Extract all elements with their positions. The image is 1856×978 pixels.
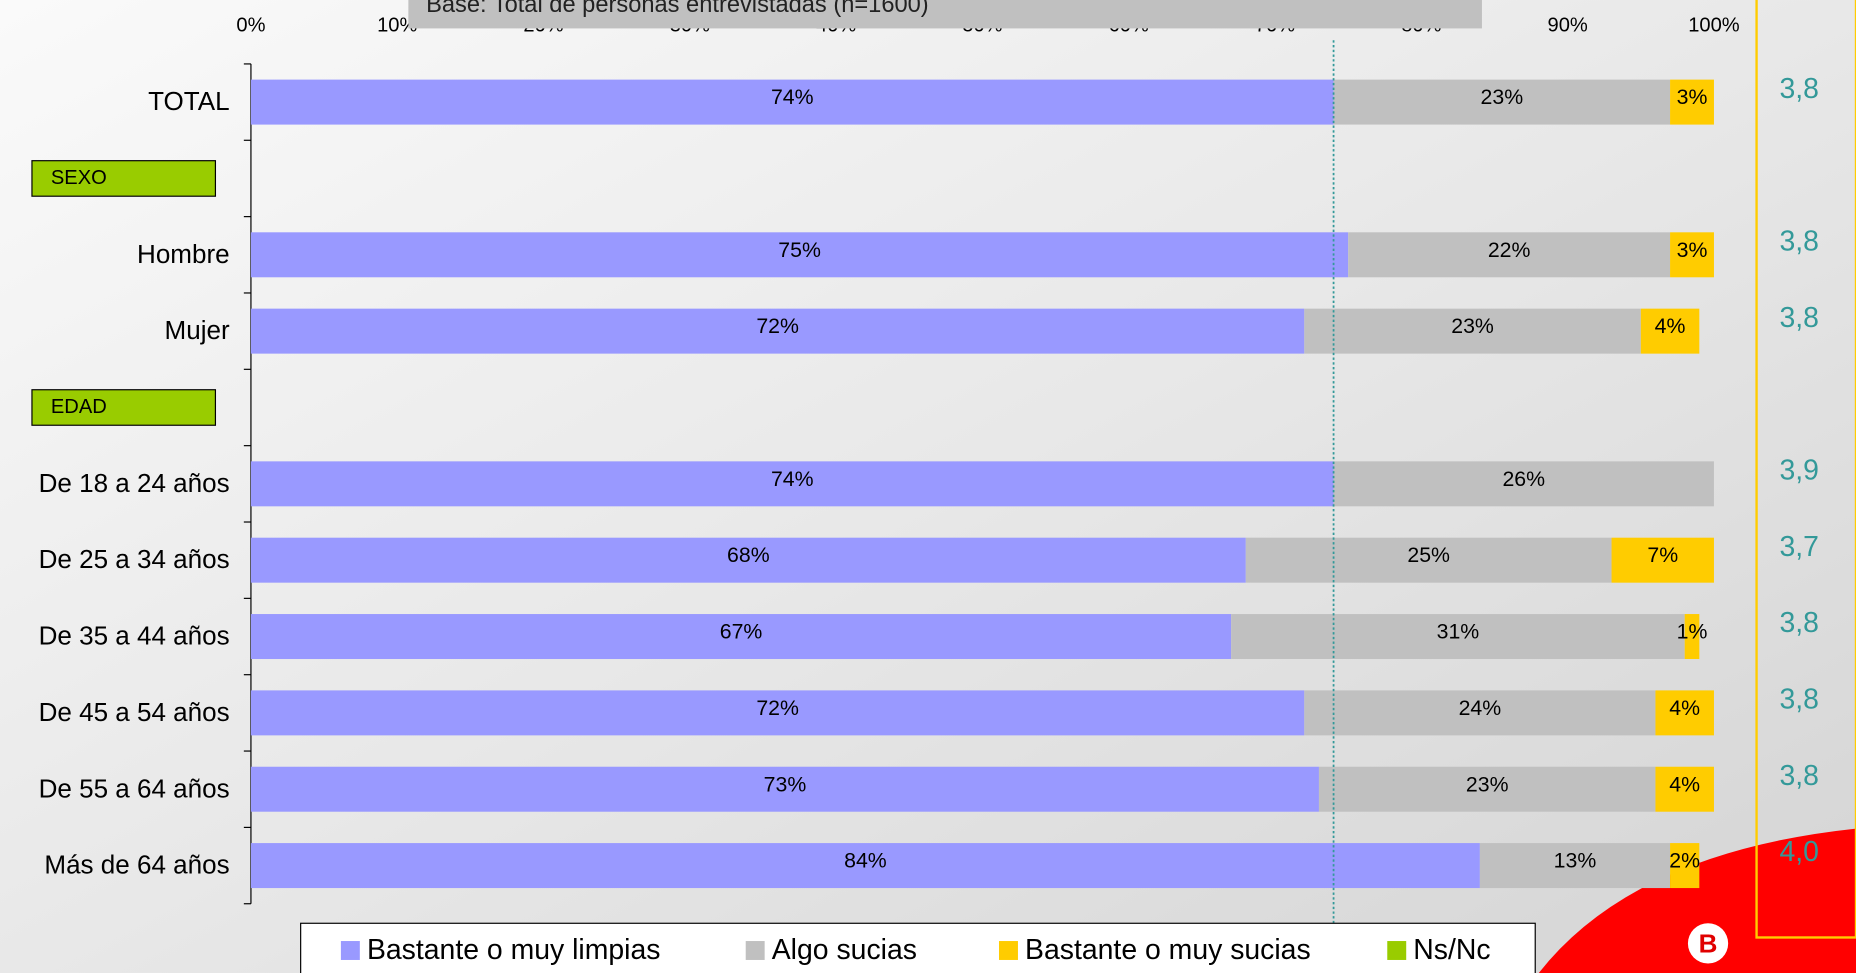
data-label: 7% [1647,543,1678,567]
data-label: 22% [1488,238,1531,262]
legend [300,922,1536,978]
subtitle-box [408,0,1482,29]
data-label: 3% [1677,238,1708,262]
bar-segment [1655,690,1714,736]
data-label: 31% [1437,620,1480,644]
y-tick-label: De 18 a 24 años [39,468,230,498]
legend-swatch [999,941,1018,960]
data-label: 4% [1669,772,1700,796]
data-label: 75% [778,238,821,262]
bar-segment [250,537,1246,583]
mean-label: 3,8 [1779,684,1818,716]
bar-segment [1318,766,1656,812]
mean-label: 3,7 [1779,531,1818,563]
y-tick-label: De 35 a 44 años [39,621,230,651]
bar-segment [250,766,1319,812]
bar-segment [1611,537,1714,583]
bar-segment [250,232,1349,278]
bar-segment [1670,232,1714,278]
bar-segment [1231,614,1685,660]
data-label: 25% [1407,543,1450,567]
bar-segment [1655,766,1714,812]
bar-segment [1333,79,1671,125]
data-label: 4% [1655,314,1686,338]
y-tick-label: De 55 a 64 años [39,773,230,803]
section-box [31,160,217,197]
data-label: 3% [1677,85,1708,109]
plot: TOTAL 74% 23% 3% 3,8 SEXO Hombre 75% 22% 3% 3,8 Muj… [31,40,1819,936]
legend-swatch [1387,941,1407,960]
mean-label: 3,8 [1779,607,1818,639]
data-label: 68% [727,543,770,567]
y-tick-label: Más de 64 años [44,850,229,880]
bar-segment [1304,690,1656,736]
y-tick-label: TOTAL [148,86,230,116]
data-label: 84% [844,849,887,873]
data-label: 67% [720,620,763,644]
y-tick-label: De 25 a 34 años [39,544,230,574]
means-box [1755,0,1856,939]
data-label: 4% [1669,696,1700,720]
x-tick-label: 10% [377,14,417,36]
section-label: EDAD [51,396,107,418]
data-label: 1% [1677,620,1708,644]
y-tick-label: De 45 a 54 años [39,697,230,727]
mean-label: 3,8 [1779,225,1818,257]
bar-segment [1245,537,1612,583]
bar-segment [250,79,1334,125]
bar-segment [250,614,1232,660]
data-label: 74% [771,85,814,109]
bar-segment [1304,308,1641,354]
legend-label: Ns/Nc [1413,934,1490,966]
data-label: 2% [1669,849,1700,873]
data-label: 13% [1554,849,1597,873]
bar-segment [1670,843,1700,889]
y-tick-label: Mujer [165,315,230,345]
bar-segment [1670,79,1714,125]
legend-label: Bastante o muy limpias [367,934,661,966]
mean-label: 3,8 [1779,760,1818,792]
bar-segment [1640,308,1700,354]
section-box [31,389,217,426]
bar-segment [1348,232,1671,278]
bar-segment [1684,614,1700,660]
legend-items: Bastante o muy limpias Algo sucias Bastant… [340,934,1491,966]
bar-segment [250,461,1334,507]
data-label: 72% [756,696,799,720]
data-label: 23% [1451,314,1494,338]
bar-segment [1333,461,1714,507]
x-tick-label: 90% [1548,14,1588,36]
legend-swatch [340,941,360,960]
data-label: 73% [764,772,807,796]
bar-segment [1479,843,1671,889]
legend-label: Bastante o muy sucias [1025,934,1311,966]
mean-label: 3,8 [1779,302,1818,334]
legend-label: Algo sucias [772,934,917,966]
bar-segment [250,690,1305,736]
bar-segment [250,308,1305,354]
section-label: SEXO [51,167,107,189]
mean-label: 4,0 [1779,836,1818,868]
subtitle: Base: Total de personas entrevistadas (n… [426,0,929,18]
x-tick-label: 0% [236,14,265,36]
data-label: 24% [1459,696,1502,720]
y-tick-label: Hombre [137,239,230,269]
bar-segment [250,843,1480,889]
mean-label: 3,8 [1779,73,1818,105]
legend-swatch [745,941,765,960]
logo [1687,923,1729,964]
mean-label: 3,9 [1779,455,1818,487]
data-label: 23% [1466,772,1509,796]
data-label: 23% [1481,85,1524,109]
logo-letter: B [1699,929,1718,959]
data-label: 72% [756,314,799,338]
data-label: 26% [1502,467,1545,491]
x-tick-label: 100% [1688,14,1740,36]
data-label: 74% [771,467,814,491]
